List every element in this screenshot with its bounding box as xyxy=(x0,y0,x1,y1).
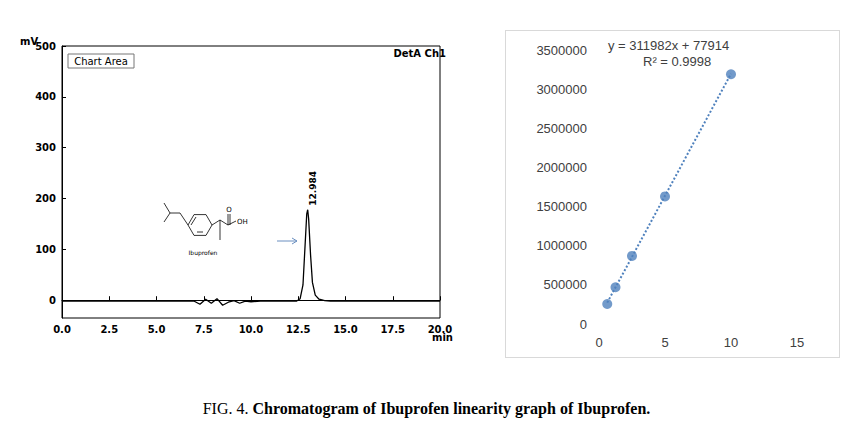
svg-text:3000000: 3000000 xyxy=(536,82,587,97)
svg-text:17.5: 17.5 xyxy=(380,324,405,335)
svg-text:10: 10 xyxy=(724,335,738,350)
svg-text:400: 400 xyxy=(35,91,56,102)
svg-text:0: 0 xyxy=(49,295,56,306)
svg-text:O: O xyxy=(226,206,232,214)
svg-text:7.5: 7.5 xyxy=(195,324,213,335)
svg-text:2500000: 2500000 xyxy=(536,121,587,136)
svg-text:20.0: 20.0 xyxy=(428,324,453,335)
html-text:FIG. 4. Chromatogram of Ibupro: FIG. 4. Chromatogram of Ibuprofen linear… xyxy=(202,400,651,417)
svg-text:500: 500 xyxy=(35,41,56,52)
svg-text:12.5: 12.5 xyxy=(286,324,311,335)
svg-text:200: 200 xyxy=(35,193,56,204)
svg-text:min: min xyxy=(432,331,453,343)
svg-text:0: 0 xyxy=(580,317,587,332)
svg-text:Ibuprofen: Ibuprofen xyxy=(189,249,218,257)
svg-text:0: 0 xyxy=(595,335,602,350)
svg-text:5: 5 xyxy=(661,335,668,350)
svg-text:3500000: 3500000 xyxy=(536,43,587,58)
svg-text:10.0: 10.0 xyxy=(239,324,264,335)
svg-text:300: 300 xyxy=(35,142,56,153)
svg-text:2000000: 2000000 xyxy=(536,160,587,175)
svg-text:500000: 500000 xyxy=(544,277,587,292)
svg-text:OH: OH xyxy=(237,218,248,226)
svg-text:5.0: 5.0 xyxy=(148,324,166,335)
svg-text:15: 15 xyxy=(790,335,804,350)
svg-text:1000000: 1000000 xyxy=(536,238,587,253)
svg-text:1500000: 1500000 xyxy=(536,199,587,214)
svg-text:12.984: 12.984 xyxy=(308,171,318,206)
svg-text:R² = 0.9998: R² = 0.9998 xyxy=(643,54,711,69)
svg-text:mV: mV xyxy=(20,35,39,47)
svg-text:0.0: 0.0 xyxy=(53,324,71,335)
svg-text:15.0: 15.0 xyxy=(333,324,358,335)
svg-text:Chart Area: Chart Area xyxy=(74,56,128,67)
svg-text:100: 100 xyxy=(35,244,56,255)
svg-text:y = 311982x + 77914: y = 311982x + 77914 xyxy=(608,38,729,53)
svg-text:DetA Ch1: DetA Ch1 xyxy=(394,48,447,59)
svg-text:2.5: 2.5 xyxy=(100,324,118,335)
